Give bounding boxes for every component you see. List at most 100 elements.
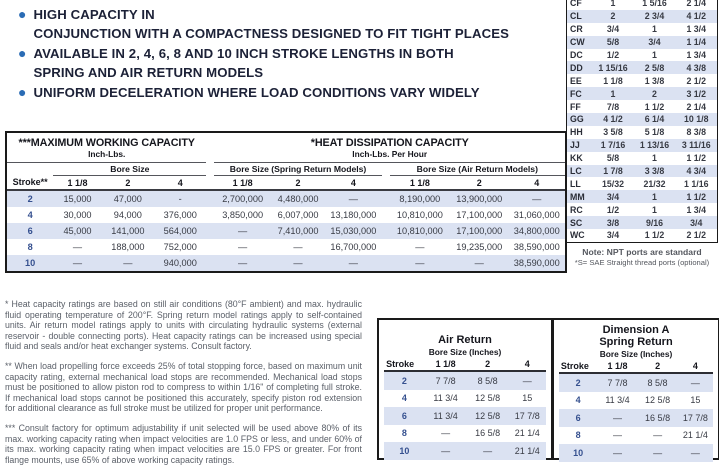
capacity-table-body: 2 15,000 47,000 - 2,700,000 4,480,000 — 8,190,0… — [7, 190, 565, 271]
spacer-cell — [206, 207, 214, 223]
table-cell: 7/8 — [606, 101, 620, 112]
ports-note-line1: Note: NPT ports are standard — [582, 246, 702, 257]
table-cell: 17 7/8 — [682, 412, 708, 423]
table-cell: 8 — [575, 430, 581, 441]
bore-header: 4 — [508, 358, 546, 372]
footnote-adjustability: *** Consult factory for optimum adjustab… — [5, 422, 362, 465]
ports-note: Note: NPT ports are standard *S= SAE Str… — [566, 247, 718, 267]
bullet-icon: ● — [18, 45, 27, 61]
table-cell: 21 1/4 — [514, 445, 540, 456]
table-cell: 5/8 — [606, 153, 620, 164]
table-cell: 12 5/8 — [645, 395, 671, 406]
table-cell: 3/4 — [690, 217, 703, 228]
column-header-row: Stroke** 1 1/8 2 4 1 1/8 2 4 1 1/8 2 4 — [7, 175, 565, 191]
table-cell: 2 3/4 — [644, 11, 665, 22]
table-cell: 10 1/8 — [684, 114, 709, 125]
table-row: RC 1/2 1 1 3/4 — [567, 203, 718, 216]
table-cell: 1 — [652, 50, 657, 60]
table-row: 2 15,000 47,000 - 2,700,000 4,480,000 — 8,190,0… — [7, 190, 565, 207]
table-cell: 1 13/16 — [639, 140, 670, 151]
table-cell: — — [415, 258, 425, 268]
table-row: DD 1 15/16 2 5/8 4 3/8 — [566, 61, 718, 75]
spacer-cell — [381, 175, 390, 191]
table-cell: 2 1/2 — [686, 75, 707, 86]
group-header-row: Bore Size Bore Size (Spring Return Model… — [7, 162, 565, 176]
table-cell: 1 3/8 — [644, 75, 665, 86]
table-cell: — — [348, 194, 358, 204]
table-cell: 47,000 — [113, 194, 142, 204]
table-cell: — — [690, 447, 700, 458]
table-cell: 1 7/16 — [600, 140, 626, 151]
table-cell: 141,000 — [111, 226, 145, 236]
table-row: KK 5/8 1 1 1/2 — [567, 152, 718, 165]
air-return-table: Stroke 1 1/8 2 4 2 7 7/8 8 5/8 — 4 11 3/4 12 5… — [384, 358, 546, 460]
feature-item: ● UNIFORM DECELERATION WHERE LOAD CONDIT… — [18, 83, 566, 102]
table-cell: CR — [570, 24, 583, 35]
capacity-table: ***MAXIMUM WORKING CAPACITY Inch-Lbs. *H… — [7, 133, 565, 271]
table-cell: — — [293, 258, 303, 268]
table-cell: 1 3/4 — [686, 50, 707, 60]
table-cell: 21 1/4 — [514, 428, 540, 439]
table-cell: 10 — [399, 445, 410, 456]
table-cell: 1 1/4 — [686, 37, 707, 48]
table-cell: WC — [570, 230, 585, 241]
table-cell: 7 7/8 — [435, 375, 456, 386]
spacer-cell — [206, 255, 214, 271]
table-cell: — — [483, 445, 493, 456]
bore-header: 4 — [325, 175, 382, 191]
table-cell: 6 — [401, 410, 407, 421]
table-row: 10 — — 940,000 — — — — — 38,590,000 — [7, 255, 565, 271]
table-cell: 1/2 — [606, 204, 620, 215]
dimensions-table: CF 1 1 5/16 2 1/4 CL 2 2 3/4 4 1/2 CR 3/4 1 1 3/4 CW… — [566, 0, 718, 243]
table-cell: 4 3/8 — [686, 62, 707, 73]
table-cell: 940,000 — [163, 258, 197, 268]
table-cell: HH — [570, 127, 583, 138]
table-row: 2 7 7/8 8 5/8 — — [558, 373, 714, 392]
table-cell: — — [653, 447, 663, 458]
title-text: ***MAXIMUM WORKING CAPACITY — [18, 136, 195, 149]
table-cell: 4 — [27, 210, 33, 220]
air-return-group: Bore Size (Air Return Models) — [389, 162, 565, 176]
table-cell: 15 — [522, 393, 533, 404]
table-cell: 13,900,000 — [456, 194, 503, 204]
table-cell: 19,235,000 — [456, 242, 503, 252]
table-cell: — — [474, 258, 484, 268]
table-cell: 12 5/8 — [475, 410, 501, 421]
spring-return-group: Bore Size (Spring Return Models) — [214, 162, 382, 176]
table-cell: 9/16 — [645, 217, 664, 228]
bore-header: 4 — [508, 175, 565, 191]
table-cell: 1 1/2 — [644, 230, 665, 241]
spacer-cell — [206, 163, 214, 176]
bore-header: 1 1/8 — [597, 360, 638, 374]
table-cell: 376,000 — [163, 210, 197, 220]
table-row: EE 1 1/8 1 3/8 2 1/2 — [567, 74, 718, 87]
table-cell: 1 3/4 — [686, 204, 707, 215]
table-cell: — — [522, 375, 532, 386]
table-cell: 6,007,000 — [277, 210, 319, 220]
feature-item: ● AVAILABLE IN 2, 4, 6, 8 AND 10 INCH ST… — [18, 44, 566, 82]
table-cell: — — [690, 377, 700, 388]
table-cell: 8 — [27, 242, 33, 252]
table-cell: 564,000 — [163, 226, 197, 236]
table-cell: 1 1/2 — [644, 101, 665, 112]
table-row: JJ 1 7/16 1 13/16 3 11/16 — [566, 138, 718, 152]
spacer-cell — [382, 207, 390, 223]
table-cell: 3/4 — [648, 37, 661, 48]
spacer-cell — [382, 190, 390, 207]
table-cell: 7,410,000 — [277, 226, 319, 236]
table-cell: 2 1/4 — [686, 0, 707, 9]
table-cell: 2 1/4 — [686, 101, 707, 112]
table-cell: 3,850,000 — [222, 210, 264, 220]
table-cell: 21/32 — [643, 178, 666, 189]
table-cell: 1 — [610, 88, 616, 99]
feature-text: AVAILABLE IN 2, 4, 6, 8 AND 10 INCH STRO… — [33, 46, 454, 80]
table-cell: 8 5/8 — [477, 375, 498, 386]
max-working-capacity-title: ***MAXIMUM WORKING CAPACITY Inch-Lbs. — [7, 133, 207, 163]
table-cell: LC — [570, 166, 582, 177]
table-row: CR 3/4 1 1 3/4 — [567, 23, 718, 36]
table-cell: 8 — [401, 428, 407, 439]
spacer-cell — [382, 163, 390, 176]
bore-header: 2 — [270, 175, 326, 191]
table-cell: 11 3/4 — [433, 410, 458, 421]
column-header-row: Stroke 1 1/8 2 4 — [384, 358, 546, 372]
